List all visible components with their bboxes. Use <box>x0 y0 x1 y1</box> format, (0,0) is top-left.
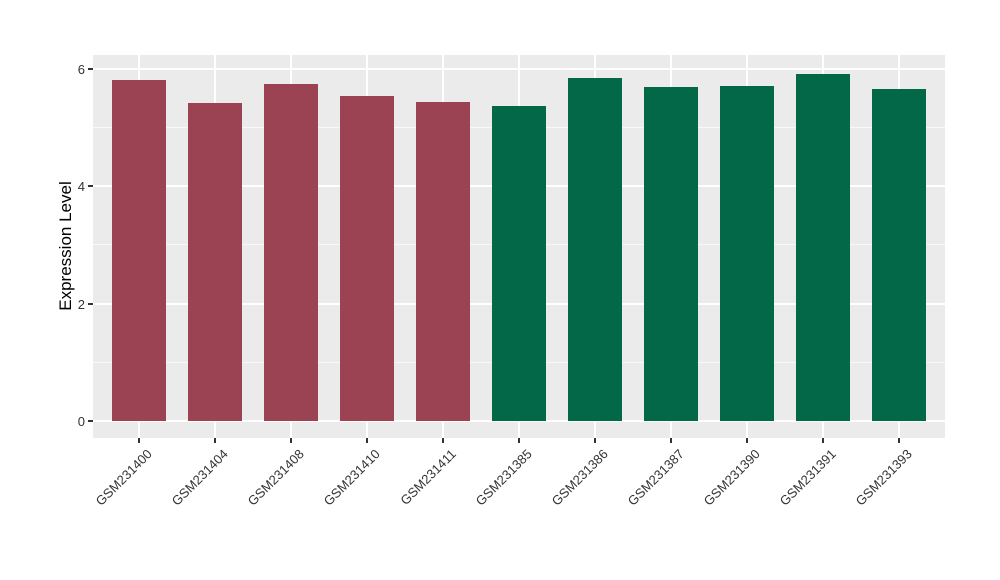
y-tick-mark <box>88 185 93 188</box>
bar-GSM231400 <box>111 80 166 421</box>
y-tick-mark <box>88 302 93 305</box>
bar-GSM231391 <box>796 73 851 421</box>
bar-GSM231410 <box>339 95 394 421</box>
bar-GSM231408 <box>263 83 318 421</box>
x-tick-mark <box>594 438 597 443</box>
x-tick-mark <box>137 438 140 443</box>
y-axis-title: Expression Level <box>56 181 75 311</box>
x-tick-mark <box>365 438 368 443</box>
y-tick-mark <box>88 67 93 70</box>
x-tick-mark <box>822 438 825 443</box>
bar-GSM231393 <box>872 88 927 421</box>
x-tick-mark <box>213 438 216 443</box>
bar-GSM231390 <box>720 85 775 421</box>
bar-GSM231411 <box>415 102 470 421</box>
y-tick-label: 4 <box>77 179 85 195</box>
x-tick-mark <box>746 438 749 443</box>
y-tick-label: 6 <box>77 61 85 77</box>
y-tick-mark <box>88 420 93 422</box>
y-tick-label: 2 <box>77 296 85 312</box>
bar-GSM231386 <box>568 77 623 421</box>
bar-GSM231387 <box>644 86 699 421</box>
x-tick-mark <box>898 438 901 443</box>
x-tick-mark <box>289 438 292 443</box>
y-tick-label: 0 <box>77 414 85 429</box>
x-tick-mark <box>441 438 444 443</box>
x-tick-mark <box>518 438 520 443</box>
plot-panel <box>93 55 945 438</box>
x-tick-mark <box>670 438 673 443</box>
bar-GSM231404 <box>187 103 242 421</box>
bar-GSM231385 <box>491 105 546 421</box>
